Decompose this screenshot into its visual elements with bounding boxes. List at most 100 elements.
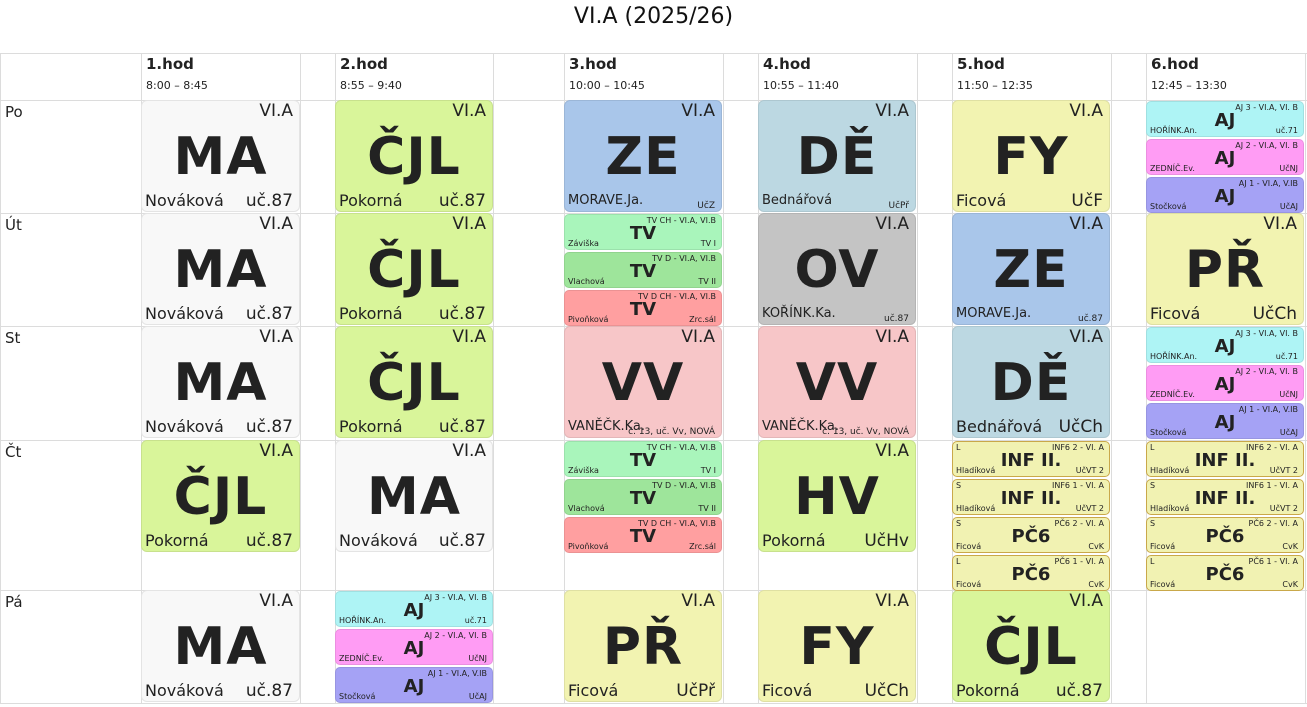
group-lesson-room: UčNJ	[1279, 390, 1298, 399]
lesson-teacher: Nováková	[145, 191, 224, 210]
lesson-card[interactable]: VI.A MA Nováková uč.87	[141, 590, 300, 702]
lesson-card[interactable]: VI.A FY Ficová UčCh	[758, 590, 916, 702]
group-lesson-teacher: Pivoňková	[568, 315, 609, 324]
lesson-teacher: Pokorná	[145, 531, 209, 550]
lesson-card[interactable]: VI.A OV KOŘÍNK.Ka. uč.87	[758, 213, 916, 325]
group-lesson-card[interactable]: S INF6 1 - VI. A INF II. Hladíková UčVT 2	[1146, 479, 1304, 515]
day-label: Út	[5, 216, 22, 234]
group-lesson-subject: AJ	[403, 638, 425, 659]
group-lesson-card[interactable]: AJ 1 - VI.A, V.IB AJ Stočková UčAJ	[335, 667, 493, 703]
lesson-room: UčCh	[1252, 304, 1297, 324]
group-lesson-teacher: HOŘÍNK.An.	[1150, 352, 1198, 361]
lesson-card[interactable]: VI.A FY Ficová UčF	[952, 100, 1110, 212]
group-lesson-card[interactable]: S PČ6 2 - VI. A PČ6 Ficová CvK	[952, 517, 1110, 553]
lesson-class: VI.A	[452, 101, 486, 121]
lesson-subject: ČJL	[173, 467, 268, 527]
group-name: INF6 2 - VI. A	[1245, 443, 1298, 452]
group-lesson-card[interactable]: AJ 2 - VI.A, VI. B AJ ZEDNÍČ.Ev. UčNJ	[335, 629, 493, 665]
week-parity: S	[1150, 481, 1156, 490]
period-time: 8:00 – 8:45	[146, 79, 208, 92]
group-name: PČ6 2 - VI. A	[1248, 519, 1299, 528]
lesson-room: uč.87	[884, 314, 909, 324]
lesson-card[interactable]: VI.A HV Pokorná UčHv	[758, 440, 916, 552]
group-lesson-card[interactable]: AJ 2 - VI.A, VI. B AJ ZEDNÍČ.Ev. UčNJ	[1146, 139, 1304, 175]
lesson-teacher: Pokorná	[339, 191, 403, 210]
lesson-teacher: Pokorná	[762, 531, 826, 550]
group-lesson-card[interactable]: L PČ6 1 - VI. A PČ6 Ficová CvK	[952, 555, 1110, 591]
group-lesson-card[interactable]: L INF6 2 - VI. A INF II. Hladíková UčVT 2	[1146, 441, 1304, 477]
group-lesson-subject: AJ	[1214, 336, 1236, 357]
lesson-class: VI.A	[1069, 327, 1103, 347]
period-time: 10:55 – 11:40	[763, 79, 839, 92]
lesson-room: uč.87	[438, 417, 486, 437]
lesson-class: VI.A	[1069, 101, 1103, 121]
group-lesson-subject: AJ	[1214, 148, 1236, 169]
group-lesson-subject: TV	[629, 223, 657, 244]
group-lesson-subject: PČ6	[1011, 564, 1051, 585]
group-lesson-teacher: Záviška	[568, 466, 599, 475]
lesson-card[interactable]: VI.A PŘ Ficová UčCh	[1146, 213, 1304, 325]
lesson-room: UčHv	[864, 531, 909, 551]
group-name: TV CH - VI.A, VI.B	[646, 443, 716, 452]
group-lesson-card[interactable]: AJ 3 - VI.A, VI. B AJ HOŘÍNK.An. uč.71	[1146, 101, 1304, 137]
group-lesson-room: TV II	[698, 504, 716, 513]
lesson-teacher: VANĚČK.Ka.	[762, 419, 840, 434]
lesson-class: VI.A	[1069, 591, 1103, 611]
lesson-card[interactable]: VI.A MA Nováková uč.87	[141, 213, 300, 325]
group-lesson-teacher: Stočková	[1150, 202, 1187, 211]
group-lesson-card[interactable]: AJ 3 - VI.A, VI. B AJ HOŘÍNK.An. uč.71	[1146, 327, 1304, 363]
lesson-card[interactable]: VI.A ČJL Pokorná uč.87	[335, 326, 493, 438]
group-lesson-room: Zrc.sál	[689, 542, 716, 551]
group-lesson-card[interactable]: AJ 3 - VI.A, VI. B AJ HOŘÍNK.An. uč.71	[335, 591, 493, 627]
lesson-teacher: Bednářová	[956, 417, 1043, 436]
group-lesson-subject: INF II.	[1000, 450, 1062, 471]
lesson-card[interactable]: VI.A ČJL Pokorná uč.87	[335, 213, 493, 325]
group-lesson-card[interactable]: AJ 2 - VI.A, VI. B AJ ZEDNÍČ.Ev. UčNJ	[1146, 365, 1304, 401]
group-lesson-card[interactable]: TV CH - VI.A, VI.B TV Záviška TV I	[564, 441, 722, 477]
group-lesson-card[interactable]: L PČ6 1 - VI. A PČ6 Ficová CvK	[1146, 555, 1304, 591]
group-lesson-card[interactable]: AJ 1 - VI.A, V.IB AJ Stočková UčAJ	[1146, 177, 1304, 213]
group-lesson-card[interactable]: TV D - VI.A, VI.B TV Vlachová TV II	[564, 479, 722, 515]
lesson-card[interactable]: VI.A VV VANĚČK.Ka. č. 13, uč. Vv, NOVÁ	[564, 326, 722, 438]
group-lesson-teacher: Stočková	[1150, 428, 1187, 437]
lesson-class: VI.A	[259, 441, 293, 461]
lesson-card[interactable]: VI.A MA Nováková uč.87	[141, 326, 300, 438]
lesson-card[interactable]: VI.A ČJL Pokorná uč.87	[952, 590, 1110, 702]
lesson-card[interactable]: VI.A ČJL Pokorná uč.87	[141, 440, 300, 552]
lesson-room: uč.87	[245, 304, 293, 324]
group-lesson-card[interactable]: TV D CH - VI.A, VI.B TV Pivoňková Zrc.sál	[564, 517, 722, 553]
lesson-class: VI.A	[452, 214, 486, 234]
lesson-teacher: Pokorná	[339, 417, 403, 436]
grid-line	[1305, 53, 1306, 703]
group-lesson-card[interactable]: S INF6 1 - VI. A INF II. Hladíková UčVT 2	[952, 479, 1110, 515]
grid-line	[1111, 53, 1112, 703]
group-lesson-card[interactable]: TV CH - VI.A, VI.B TV Záviška TV I	[564, 214, 722, 250]
lesson-card[interactable]: VI.A ZE MORAVE.Ja. UčZ	[564, 100, 722, 212]
lesson-card[interactable]: VI.A MA Nováková uč.87	[335, 440, 493, 552]
lesson-card[interactable]: VI.A PŘ Ficová UčPř	[564, 590, 722, 702]
group-name: AJ 3 - VI.A, VI. B	[424, 593, 487, 602]
group-lesson-card[interactable]: TV D - VI.A, VI.B TV Vlachová TV II	[564, 252, 722, 288]
group-lesson-card[interactable]: TV D CH - VI.A, VI.B TV Pivoňková Zrc.sál	[564, 290, 722, 326]
group-lesson-card[interactable]: S PČ6 2 - VI. A PČ6 Ficová CvK	[1146, 517, 1304, 553]
lesson-card[interactable]: VI.A VV VANĚČK.Ka. č. 13, uč. Vv, NOVÁ	[758, 326, 916, 438]
lesson-card[interactable]: VI.A ZE MORAVE.Ja. uč.87	[952, 213, 1110, 325]
lesson-card[interactable]: VI.A MA Nováková uč.87	[141, 100, 300, 212]
lesson-room: UčF	[1071, 191, 1103, 211]
group-lesson-card[interactable]: L INF6 2 - VI. A INF II. Hladíková UčVT 2	[952, 441, 1110, 477]
lesson-card[interactable]: VI.A DĚ Bednářová UčPř	[758, 100, 916, 212]
lesson-card[interactable]: VI.A DĚ Bednářová UčCh	[952, 326, 1110, 438]
lesson-room: uč.87	[245, 417, 293, 437]
group-lesson-room: UčAJ	[1279, 202, 1298, 211]
week-parity: L	[1150, 443, 1155, 452]
period-time: 8:55 – 9:40	[340, 79, 402, 92]
period-header: 4.hod 10:55 – 11:40	[758, 54, 916, 100]
week-parity: L	[1150, 557, 1155, 566]
lesson-card[interactable]: VI.A ČJL Pokorná uč.87	[335, 100, 493, 212]
group-lesson-room: TV I	[700, 466, 716, 475]
lesson-teacher: Nováková	[145, 681, 224, 700]
group-lesson-card[interactable]: AJ 1 - VI.A, V.IB AJ Stočková UčAJ	[1146, 403, 1304, 439]
group-lesson-room: Zrc.sál	[689, 315, 716, 324]
period-number: 6.hod	[1151, 55, 1199, 73]
lesson-class: VI.A	[452, 441, 486, 461]
